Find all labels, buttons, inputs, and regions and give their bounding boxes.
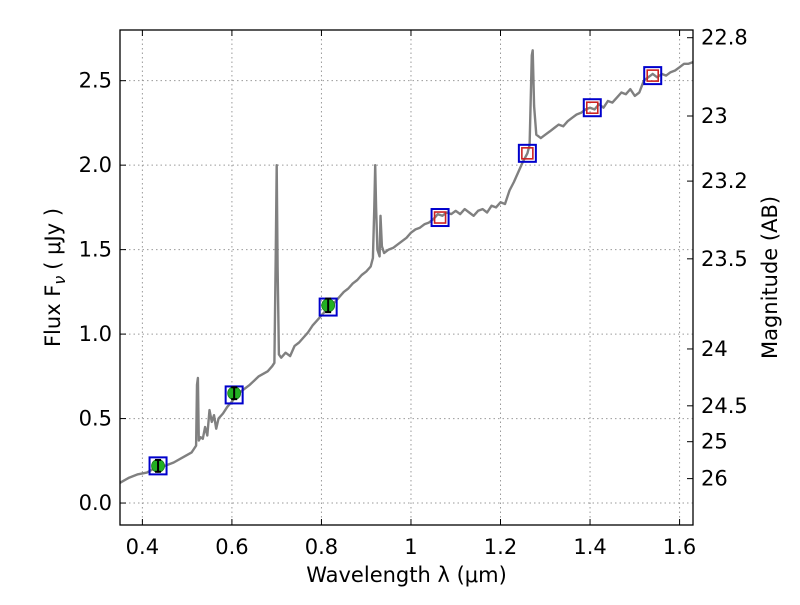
x-tick-label: 0.4 [126, 535, 159, 559]
y-tick-label: 1.0 [79, 322, 112, 346]
upper-limit-marker [521, 147, 534, 160]
right-tick-label: 23 [701, 104, 728, 128]
x-tick-label: 0.8 [305, 535, 338, 559]
x-tick-label: 1.2 [484, 535, 517, 559]
spectrum-layer [119, 49, 694, 484]
y-tick-label: 2.5 [79, 69, 112, 93]
right-tick-label: 23.5 [701, 247, 748, 271]
model-box-marker [582, 98, 602, 118]
x-tick-label: 1 [404, 535, 417, 559]
upper-limit-layer [433, 69, 660, 224]
right-axis-title: Magnitude (AB) [758, 196, 782, 359]
y-tick-label: 1.5 [79, 238, 112, 262]
right-tick-label: 22.8 [701, 26, 748, 50]
y-tick-label: 0.0 [79, 491, 112, 515]
x-tick-label: 1.6 [663, 535, 696, 559]
y-tick-label: 2.0 [79, 153, 112, 177]
model-box-marker [517, 143, 537, 163]
x-tick-label: 0.6 [215, 535, 248, 559]
right-tick-label: 24 [701, 337, 728, 361]
x-axis-title: Wavelength λ (μm) [306, 563, 507, 587]
ticks-layer [120, 30, 693, 525]
right-tick-label: 25 [701, 430, 728, 454]
plot-frame [119, 29, 694, 526]
right-tick-label: 26 [701, 467, 728, 491]
y-axis-title-main: Flux F [41, 285, 65, 347]
model-box-marker [430, 208, 450, 228]
y-axis-title: Flux Fν ( μJy ) [41, 208, 69, 347]
tick-labels-layer: 0.4 0.6 0.8 1 1.2 1.4 1.6 0.0 0.5 1.0 1.5 2.0 2.5 22.… [79, 26, 748, 559]
upper-limit-marker [585, 101, 599, 115]
y-axis-title-text: Flux Fν ( μJy ) [41, 208, 69, 347]
model-box-marker [643, 66, 663, 86]
right-tick-label: 23.2 [701, 169, 748, 193]
upper-limit-marker [433, 211, 447, 224]
model-box-marker [148, 456, 168, 476]
y-axis-title-unit: ( μJy ) [41, 208, 65, 270]
y-axis-title-sub: ν [50, 276, 69, 285]
y-tick-label: 0.5 [79, 407, 112, 431]
upper-limit-marker [646, 69, 660, 82]
right-tick-label: 24.5 [701, 394, 748, 418]
x-tick-label: 1.4 [573, 535, 606, 559]
spectrum-line [119, 49, 694, 484]
model-box-layer [148, 66, 663, 476]
detection-layer [151, 297, 336, 473]
